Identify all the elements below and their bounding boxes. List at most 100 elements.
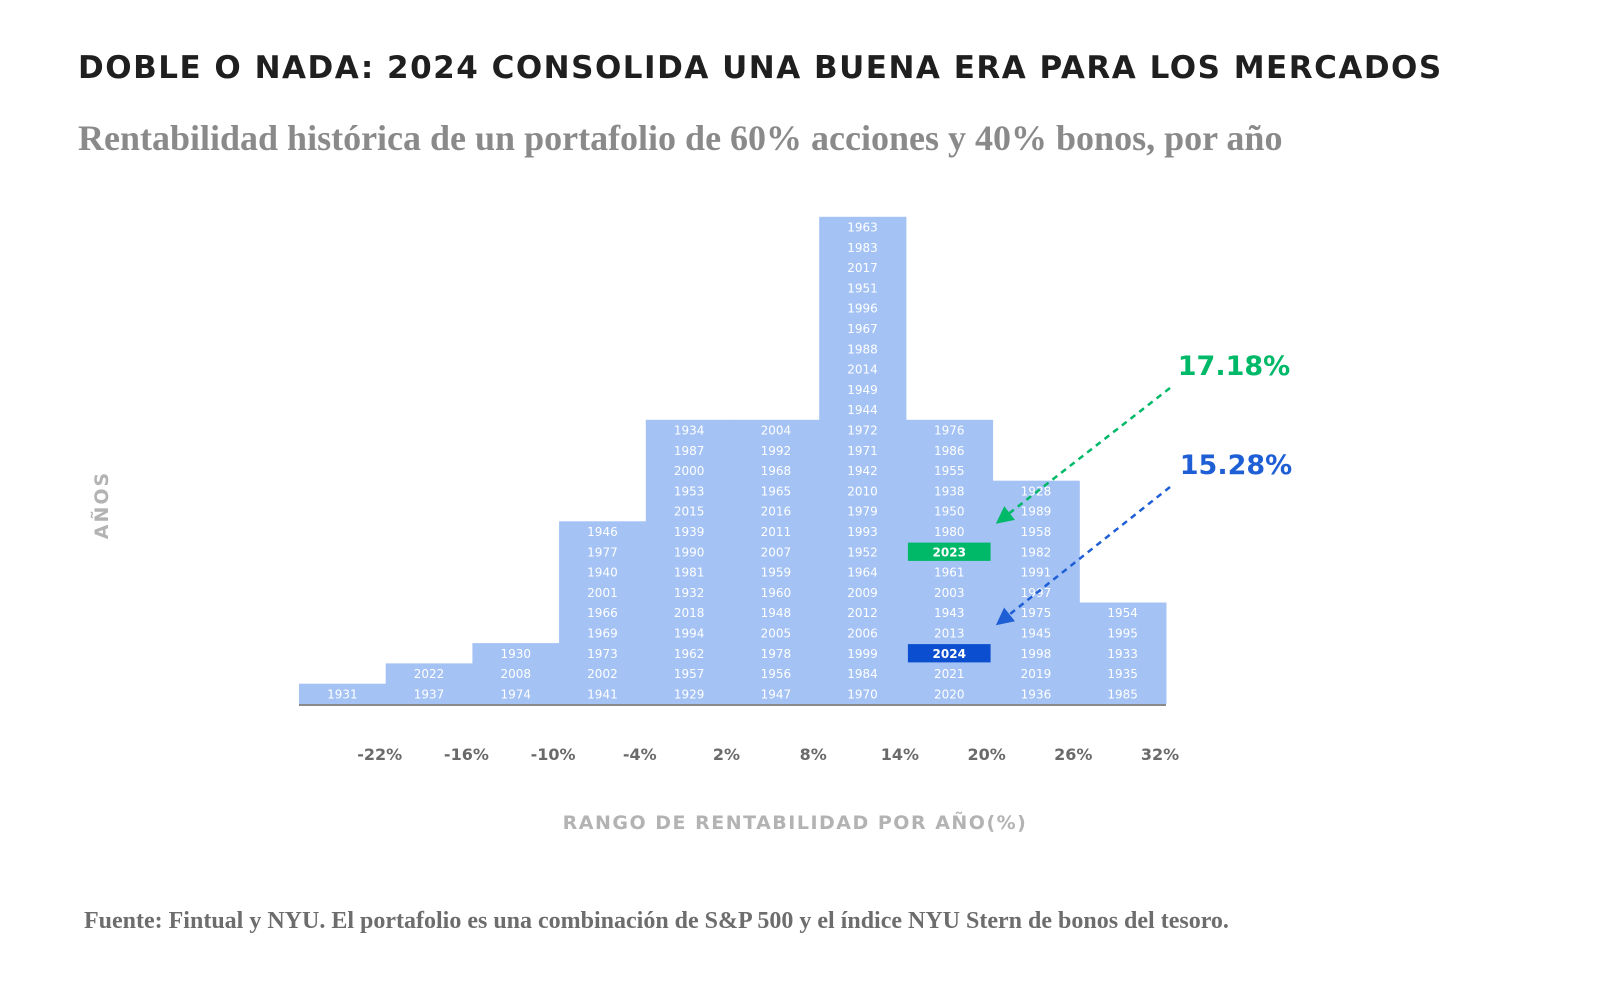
year-label: 1974 — [500, 687, 531, 701]
year-label: 2003 — [934, 586, 965, 600]
year-label: 1995 — [1107, 626, 1138, 640]
year-label: 1969 — [587, 626, 618, 640]
year-label: 1981 — [674, 566, 705, 580]
year-label: 1942 — [847, 464, 878, 478]
highlight-year-box — [907, 644, 991, 663]
year-label: 1987 — [674, 444, 705, 458]
year-label: 1943 — [934, 606, 965, 620]
histogram-bar — [472, 643, 560, 704]
year-label: 1949 — [847, 383, 878, 397]
year-label: 2009 — [847, 586, 878, 600]
year-label: 1996 — [847, 302, 878, 316]
histogram-bar — [645, 419, 733, 704]
year-label: 1956 — [761, 667, 792, 681]
year-label: 1938 — [934, 484, 965, 498]
year-label: 1945 — [1021, 626, 1052, 640]
year-label: 1939 — [674, 525, 705, 539]
year-label: 1998 — [1021, 647, 1052, 661]
year-label: 1983 — [847, 241, 878, 255]
year-label: 1971 — [847, 444, 878, 458]
year-label: 2013 — [934, 626, 965, 640]
year-label: 2010 — [847, 484, 878, 498]
year-label: 1962 — [674, 647, 705, 661]
histogram-bar — [1079, 602, 1167, 704]
highlight-year-box — [907, 542, 991, 561]
year-label: 1992 — [761, 444, 792, 458]
year-label: 1929 — [674, 687, 705, 701]
year-label: 1936 — [1021, 687, 1052, 701]
year-label: 1932 — [674, 586, 705, 600]
year-label: 1935 — [1107, 667, 1138, 681]
year-label: 1976 — [934, 423, 965, 437]
year-label: 1985 — [1107, 687, 1138, 701]
year-label: 1951 — [847, 281, 878, 295]
year-label: 1947 — [761, 687, 792, 701]
year-label: 2014 — [847, 363, 878, 377]
annotation-arrow — [995, 486, 1171, 626]
year-label: 1973 — [587, 647, 618, 661]
year-label: 2019 — [1021, 667, 1052, 681]
year-label: 2007 — [761, 545, 792, 559]
year-label: 2002 — [587, 667, 618, 681]
histogram-bar — [819, 216, 907, 705]
year-label: 1972 — [847, 423, 878, 437]
year-label: 1993 — [847, 525, 878, 539]
year-label: 1958 — [1021, 525, 1052, 539]
x-tick-label: 32% — [1141, 745, 1179, 764]
x-tick-label: 2% — [713, 745, 740, 764]
year-label: 1979 — [847, 505, 878, 519]
x-tick-label: 8% — [800, 745, 827, 764]
year-label: 2016 — [761, 505, 792, 519]
year-label: 1999 — [847, 647, 878, 661]
year-label: 1961 — [934, 566, 965, 580]
year-label: 2017 — [847, 261, 878, 275]
histogram-bar — [385, 663, 473, 704]
year-label: 1980 — [934, 525, 965, 539]
year-label: 1968 — [761, 464, 792, 478]
year-label: 1941 — [587, 687, 618, 701]
x-tick-label: -22% — [357, 745, 402, 764]
year-label: 1955 — [934, 464, 965, 478]
year-label: 1934 — [674, 423, 705, 437]
year-label: 1967 — [847, 322, 878, 336]
chart-subtitle: Rentabilidad histórica de un portafolio … — [78, 118, 1283, 158]
year-label: 2011 — [761, 525, 792, 539]
year-label: 1954 — [1107, 606, 1138, 620]
year-label: 1965 — [761, 484, 792, 498]
year-label: 1989 — [1021, 505, 1052, 519]
year-label: 2012 — [847, 606, 878, 620]
highlight-year-label: 2023 — [933, 545, 966, 559]
year-label: 1933 — [1107, 647, 1138, 661]
year-label: 1940 — [587, 566, 618, 580]
histogram-bar — [732, 419, 820, 704]
year-label: 1959 — [761, 566, 792, 580]
year-label: 2018 — [674, 606, 705, 620]
x-tick-label: 26% — [1054, 745, 1092, 764]
annotation-value-label: 15.28% — [1180, 450, 1292, 481]
year-label: 1990 — [674, 545, 705, 559]
year-label: 1986 — [934, 444, 965, 458]
year-label: 1946 — [587, 525, 618, 539]
year-label: 1944 — [847, 403, 878, 417]
histogram-bar — [559, 521, 647, 704]
year-label: 2001 — [587, 586, 618, 600]
year-label: 1963 — [847, 220, 878, 234]
year-label: 1978 — [761, 647, 792, 661]
year-label: 2021 — [934, 667, 965, 681]
year-label: 1952 — [847, 545, 878, 559]
year-label: 2022 — [414, 667, 445, 681]
year-label: 1975 — [1021, 606, 1052, 620]
year-label: 1984 — [847, 667, 878, 681]
year-label: 2020 — [934, 687, 965, 701]
annotation-value-label: 17.18% — [1178, 351, 1290, 382]
chart-title: DOBLE O NADA: 2024 CONSOLIDA UNA BUENA E… — [78, 50, 1443, 86]
year-label: 1953 — [674, 484, 705, 498]
year-label: 1950 — [934, 505, 965, 519]
year-label: 1960 — [761, 586, 792, 600]
year-label: 1948 — [761, 606, 792, 620]
year-label: 1937 — [414, 687, 445, 701]
year-label: 2004 — [761, 423, 792, 437]
year-label: 2008 — [500, 667, 531, 681]
year-label: 1966 — [587, 606, 618, 620]
